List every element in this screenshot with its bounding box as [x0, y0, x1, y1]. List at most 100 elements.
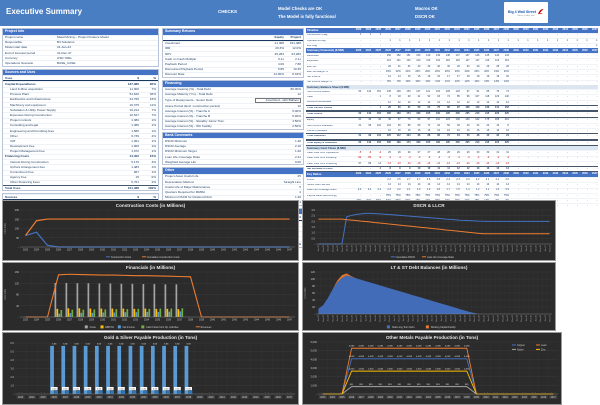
svg-text:851: 851 [417, 384, 421, 386]
table-row: Total Equity & Liabilities 62 142 152 165 169… [306, 139, 598, 147]
svg-text:2032: 2032 [407, 397, 413, 399]
svg-text:851: 851 [455, 384, 459, 386]
svg-text:4,059: 4,059 [358, 356, 364, 358]
svg-text:851: 851 [427, 384, 431, 386]
svg-text:Dec-39: Dec-39 [474, 244, 476, 251]
svg-text:2,640: 2,640 [435, 369, 441, 371]
svg-text:20: 20 [312, 305, 315, 309]
svg-text:0.40: 0.40 [130, 389, 135, 391]
svg-text:2031: 2031 [111, 319, 117, 321]
svg-text:Dec-36: Dec-36 [446, 244, 448, 251]
svg-text:5.66: 5.66 [175, 343, 180, 345]
table-row: Weighted Average Life 9.06 [163, 159, 303, 164]
summary-returns-table: Summary Returns Equity Project Investment 41… [162, 28, 304, 78]
svg-text:Dec-28: Dec-28 [370, 314, 372, 321]
svg-text:Jun-31: Jun-31 [394, 314, 396, 321]
year-section-header: Summary Financials ($ MM) 2023 2024 2025 202… [306, 48, 598, 54]
svg-text:Dec-38: Dec-38 [465, 244, 467, 251]
svg-text:Dec-44: Dec-44 [521, 244, 523, 251]
svg-text:Working Capital Facility: Working Capital Facility [431, 326, 457, 329]
svg-text:5.66: 5.66 [142, 343, 147, 345]
svg-text:150: 150 [15, 217, 20, 221]
svg-text:5.66: 5.66 [63, 343, 68, 345]
svg-text:5,280: 5,280 [406, 346, 412, 348]
svg-text:-: - [523, 392, 524, 394]
svg-text:Jun-46: Jun-46 [535, 314, 537, 321]
svg-text:-: - [516, 392, 517, 394]
svg-text:2045: 2045 [531, 397, 537, 399]
svg-text:Jun-44: Jun-44 [517, 314, 519, 321]
svg-text:2,640: 2,640 [445, 369, 451, 371]
svg-text:40: 40 [16, 304, 19, 308]
svg-text:120: 120 [311, 270, 316, 274]
table-row: Expenses - - -121 121 120 120 119 119 118 118 117 11… [306, 58, 598, 63]
svg-text:2035: 2035 [152, 397, 158, 399]
svg-text:Other Metals Payable Productio: Other Metals Payable Production (in Tons… [386, 335, 479, 340]
svg-text:50: 50 [16, 236, 19, 240]
svg-text:Dec-30: Dec-30 [389, 314, 391, 321]
svg-text:5,280: 5,280 [454, 346, 460, 348]
svg-text:2036: 2036 [445, 397, 451, 399]
table-row: Operations Scenario BASE_CASE [3, 60, 158, 65]
svg-text:-: - [324, 392, 325, 394]
svg-text:851: 851 [359, 384, 363, 386]
construction-costs-chart: Construction Costs (in Millions) USD 000s… [2, 200, 299, 261]
svg-text:6.0: 6.0 [10, 341, 14, 345]
svg-text:2039: 2039 [474, 397, 480, 399]
svg-text:Jun-31: Jun-31 [394, 244, 396, 251]
svg-text:160: 160 [15, 270, 20, 274]
svg-text:Dec-31: Dec-31 [399, 244, 401, 251]
table-row: Machinery and equipment 16,375 11% [3, 102, 158, 107]
svg-text:2025: 2025 [40, 397, 46, 399]
svg-text:2043: 2043 [512, 397, 518, 399]
svg-text:2031: 2031 [397, 397, 403, 399]
table-row: Average Gearing (%) - Total Debt 80.00% [163, 86, 303, 92]
svg-text:Dec-43: Dec-43 [512, 244, 514, 251]
uses-table: Sources and Uses Uses $% Capital Expenditur… [2, 68, 159, 192]
svg-text:1.0: 1.0 [311, 231, 315, 235]
svg-text:-: - [513, 392, 514, 394]
svg-text:Gold & Silver Payable Producti: Gold & Silver Payable Production (in Ton… [104, 335, 198, 340]
repayment-type-dropdown[interactable]: Amortized - with Balloon [255, 97, 301, 103]
svg-text:LT & ST Debt Balances (in Mill: LT & ST Debt Balances (in Millions) [391, 265, 468, 270]
svg-text:Dec-31: Dec-31 [399, 314, 401, 321]
svg-text:-: - [13, 393, 14, 396]
eagle-icon [537, 9, 544, 15]
svg-text:Loan Life Coverage Ratio: Loan Life Coverage Ratio [427, 256, 455, 259]
svg-text:Dec-40: Dec-40 [483, 244, 485, 251]
svg-text:2027: 2027 [359, 397, 365, 399]
svg-text:Dec-42: Dec-42 [502, 314, 504, 321]
svg-text:5,280: 5,280 [387, 346, 393, 348]
svg-text:-: - [22, 392, 23, 394]
table-row: Loan Life Coverage Ratio 2.4 2.4 2.4 2.3 2.2 2… [306, 187, 598, 192]
svg-text:2032: 2032 [122, 249, 128, 251]
bank-covenants-table: Bank Covenants DSCR Minimum 1.28 DSCR Avera… [162, 131, 304, 166]
svg-text:Dec-41: Dec-41 [493, 314, 495, 321]
table-row: IRR 20.3% 12.0% [163, 45, 303, 51]
svg-text:2026: 2026 [56, 249, 62, 251]
svg-text:-: - [235, 392, 236, 394]
svg-text:Dec-38: Dec-38 [465, 314, 467, 321]
table-row: Discounted Payback Period 5.85 10.35 [163, 66, 303, 72]
table-row: DSCR Minimum 1.28 [163, 138, 303, 143]
svg-text:-: - [209, 392, 210, 394]
svg-text:Jun-30: Jun-30 [384, 314, 386, 321]
svg-text:0.40: 0.40 [52, 389, 57, 391]
svg-text:2040: 2040 [208, 397, 214, 399]
table-row: Engineering and Permitting fees 1,580 1% [3, 128, 158, 133]
svg-text:-: - [343, 392, 344, 394]
svg-text:Lead: Lead [541, 344, 547, 347]
svg-text:2,640: 2,640 [454, 369, 460, 371]
svg-text:0.40: 0.40 [97, 389, 102, 391]
svg-text:-: - [243, 392, 244, 394]
svg-text:2030: 2030 [100, 319, 106, 321]
svg-text:1.5: 1.5 [311, 225, 315, 229]
svg-text:Jun-34: Jun-34 [422, 244, 424, 251]
svg-text:2025: 2025 [45, 319, 51, 321]
svg-text:Dec-34: Dec-34 [427, 314, 429, 321]
svg-text:Dec-46: Dec-46 [540, 244, 542, 251]
svg-text:2045: 2045 [265, 249, 271, 251]
svg-text:Copper: Copper [517, 344, 525, 347]
svg-text:-: - [484, 392, 485, 394]
